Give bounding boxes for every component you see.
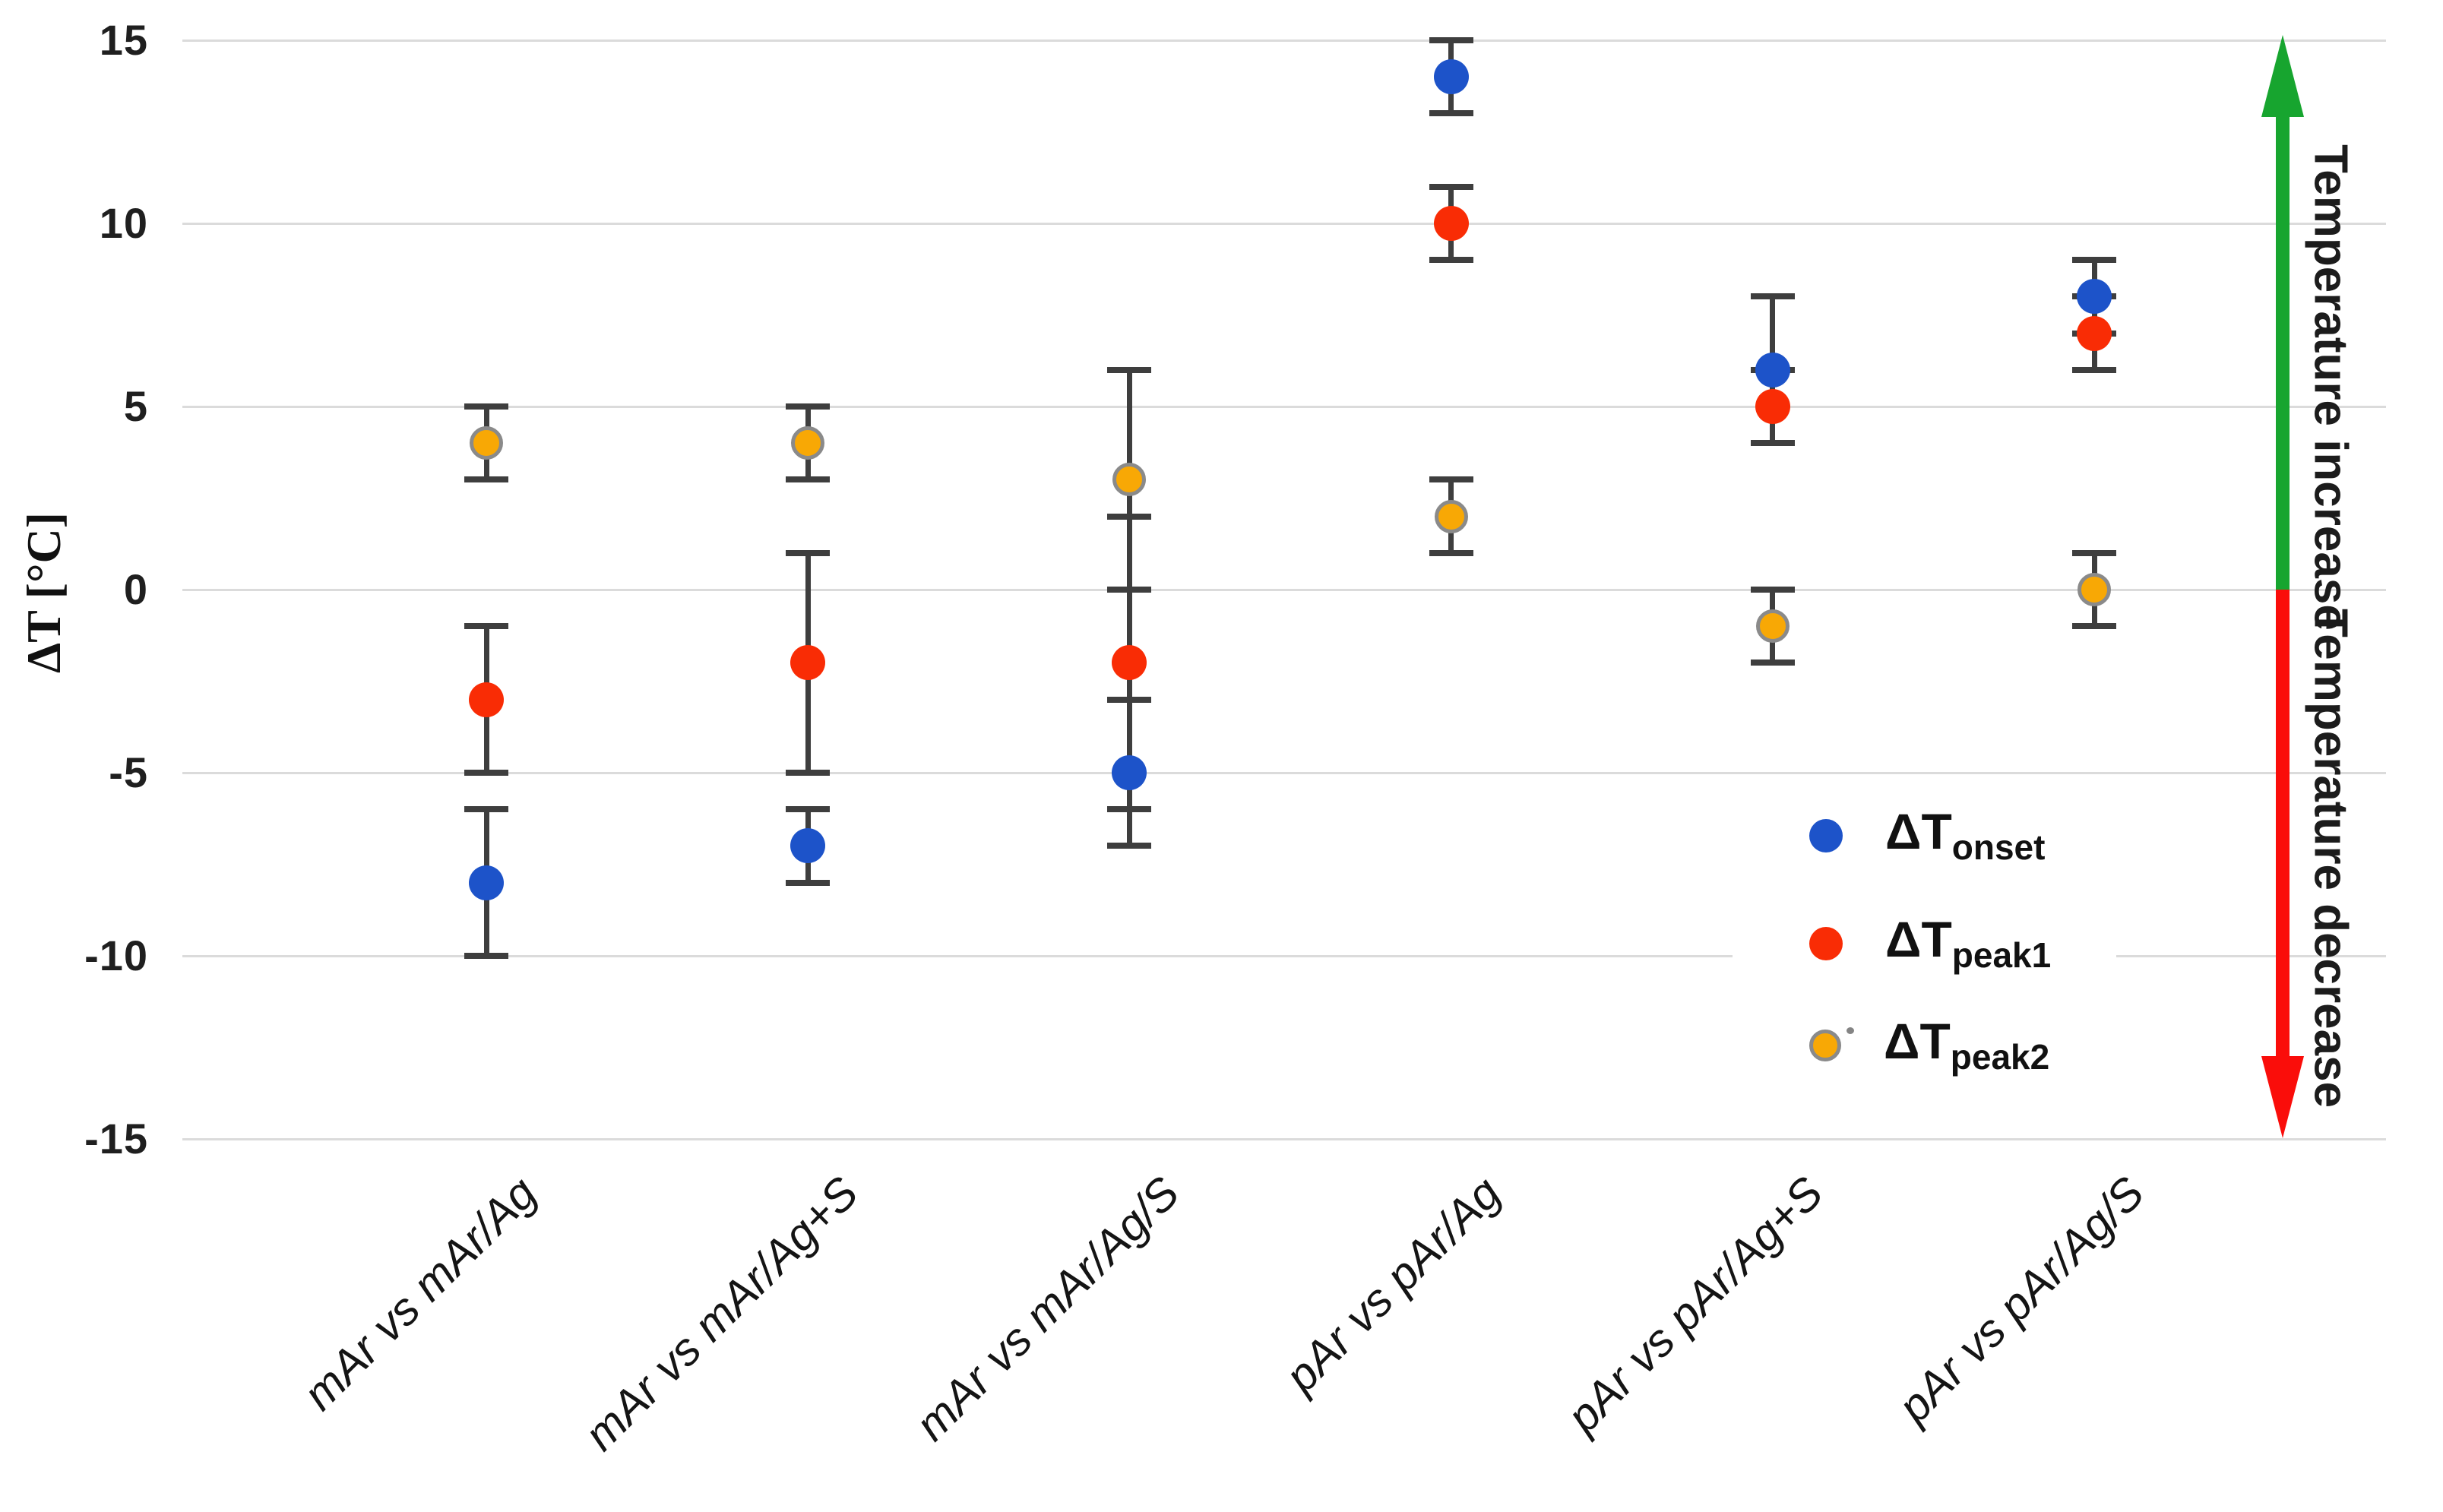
error-bar-cap — [464, 953, 508, 959]
delta-T-peak2-marker — [791, 426, 825, 460]
delta-T-onset-marker — [469, 865, 504, 900]
error-bar-cap — [464, 403, 508, 410]
delta-T-peak2-marker — [1434, 499, 1468, 533]
error-bar-cap — [464, 623, 508, 630]
error-bar-cap — [2072, 549, 2116, 556]
error-bar-cap — [786, 476, 831, 483]
increase-arrow-head — [2261, 35, 2304, 117]
error-bar-cap — [1750, 293, 1795, 300]
legend-item-delta-T-peak1: ΔTpeak1 — [1809, 909, 2051, 979]
error-bar-cap — [464, 806, 508, 813]
error-bar-cap — [1107, 806, 1152, 813]
delta-T-peak1-marker — [1112, 645, 1147, 681]
error-bar-cap — [1107, 587, 1152, 593]
x-category-label: mAr vs mAr/Ag+S — [574, 1166, 868, 1460]
legend-label: ΔTpeak2 — [1884, 1013, 2050, 1077]
increase-arrow-shaft — [2276, 115, 2290, 590]
gridline — [182, 405, 2386, 408]
error-bar-cap — [1429, 110, 1473, 117]
delta-T-onset-marker — [1112, 755, 1147, 790]
temperature-decrease-label: Temperature decrease — [2304, 609, 2357, 1109]
error-bar-cap — [786, 806, 831, 813]
y-tick-label: 15 — [99, 16, 148, 64]
legend-label: ΔTonset — [1885, 803, 2046, 868]
y-tick-label: -10 — [84, 932, 148, 979]
x-category-label: pAr vs pAr/Ag+S — [1556, 1166, 1833, 1443]
x-category-label: pAr vs pAr/Ag/S — [1888, 1166, 2154, 1433]
gridline — [182, 954, 2386, 957]
delta-T-peak2-marker — [1112, 463, 1147, 497]
error-bar-cap — [2072, 366, 2116, 373]
delta-T-peak1-marker — [1755, 389, 1790, 424]
x-category-label: mAr vs mAr/Ag/S — [906, 1166, 1189, 1450]
delta-T-peak1-marker — [2077, 315, 2112, 351]
delta-T-peak1-marker — [1433, 206, 1469, 241]
delta-T-onset-marker — [2077, 279, 2112, 315]
error-bar-cap — [1750, 660, 1795, 666]
error-bar-cap — [786, 879, 831, 886]
delta-T-peak1-marker — [790, 645, 826, 681]
decrease-arrow-shaft — [2276, 590, 2290, 1056]
error-bar-cap — [1750, 440, 1795, 447]
gridline — [182, 39, 2386, 42]
delta-T-peak2-legend-marker — [1809, 1030, 1841, 1061]
y-tick-label: -15 — [84, 1115, 148, 1162]
temperature-increase-label: Temperature increase — [2304, 144, 2357, 631]
y-tick-label: 0 — [123, 565, 148, 613]
delta-T-onset-marker — [1755, 352, 1790, 387]
x-category-label: pAr vs pAr/Ag — [1275, 1166, 1511, 1403]
error-bar-cap — [464, 476, 508, 483]
delta-T-onset-marker — [790, 828, 826, 864]
error-bar-cap — [2072, 623, 2116, 630]
legend-item-delta-T-onset: ΔTonset — [1809, 801, 2045, 871]
error-bar-cap — [1107, 366, 1152, 373]
error-bar-cap — [1429, 257, 1473, 264]
delta-T-onset-legend-marker — [1809, 819, 1843, 852]
delta-T-peak1-legend-marker — [1809, 927, 1843, 960]
delta-T-peak1-marker — [469, 682, 504, 717]
error-bar-cap — [1429, 37, 1473, 43]
error-bar-cap — [786, 770, 831, 776]
gridline — [182, 222, 2386, 225]
y-tick-label: 10 — [99, 199, 148, 247]
legend-background — [1733, 794, 2116, 1094]
delta-T-peak2-marker — [2077, 573, 2111, 606]
error-bar-cap — [1429, 183, 1473, 190]
gridline — [182, 1137, 2386, 1140]
gridline — [182, 588, 2386, 591]
y-tick-label: 5 — [123, 382, 148, 430]
y-tick-label: -5 — [109, 748, 148, 796]
error-bar-cap — [786, 549, 831, 556]
delta-T-peak2-marker — [1755, 609, 1790, 644]
error-bar-cap — [1107, 843, 1152, 849]
legend-label: ΔTpeak1 — [1885, 911, 2052, 976]
legend-speck-artifact — [1846, 1027, 1854, 1034]
delta-T-peak2-marker — [470, 426, 503, 460]
error-bar-cap — [1429, 476, 1473, 483]
error-bar-cap — [1750, 587, 1795, 593]
error-bar-cap — [786, 403, 831, 410]
delta-T-onset-marker — [1433, 59, 1469, 95]
error-bar-cap — [464, 770, 508, 776]
x-category-label: mAr vs mAr/Ag — [293, 1166, 546, 1420]
error-bar-cap — [1429, 549, 1473, 556]
error-bar-cap — [2072, 257, 2116, 264]
gridline — [182, 771, 2386, 774]
legend-item-delta-T-peak2: ΔTpeak2 — [1809, 1011, 2049, 1080]
decrease-arrow-head — [2261, 1056, 2304, 1138]
